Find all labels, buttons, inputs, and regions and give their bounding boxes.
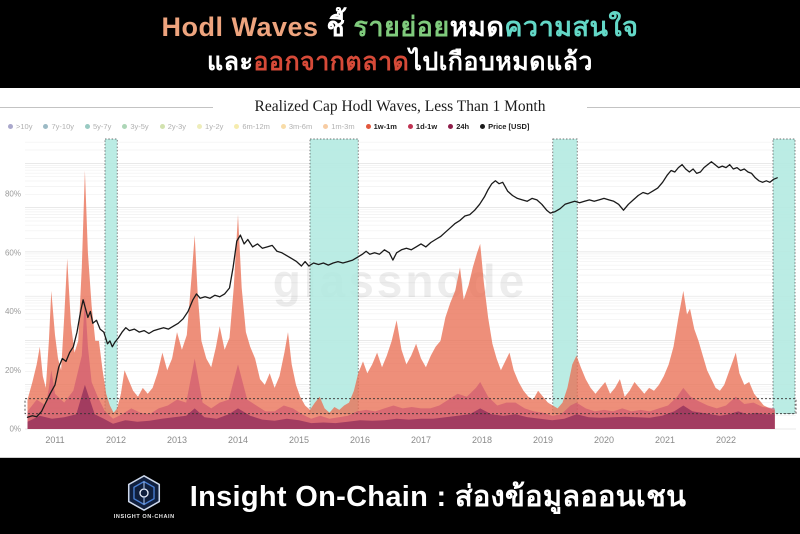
- legend-item: Price [USD]: [480, 122, 529, 131]
- legend-item: 6m-12m: [234, 122, 270, 131]
- chart-legend: >10y 7y-10y 5y-7y 3y-5y 2y-3y 1y-2y 6m-12m 3m-6…: [8, 119, 800, 134]
- svg-text:20%: 20%: [5, 366, 21, 375]
- banner-line-2: และออกจากตลาดไปเกือบหมดแล้ว: [207, 47, 593, 77]
- banner-text-segment: หมด: [449, 12, 505, 43]
- insight-onchain-logo: INSIGHT ON-CHAIN: [114, 473, 175, 520]
- legend-label: 1m-3m: [331, 122, 355, 131]
- title-divider-right: [587, 106, 800, 108]
- footer-tagline: ส่องข้อมูลออนเชน: [454, 481, 687, 513]
- legend-dot-icon: [159, 124, 165, 129]
- legend-item: 7y-10y: [43, 122, 74, 131]
- legend-item: 3y-5y: [122, 122, 149, 131]
- svg-text:2020: 2020: [594, 435, 614, 445]
- title-divider-left: [0, 106, 213, 108]
- banner-text-segment: รายย่อย: [353, 12, 450, 43]
- legend-dot-icon: [43, 124, 49, 129]
- legend-dot-icon: [365, 124, 371, 129]
- svg-text:2022: 2022: [716, 435, 736, 445]
- legend-dot-icon: [234, 124, 240, 129]
- legend-item: 1m-3m: [323, 122, 355, 131]
- banner-text-segment: และ: [207, 47, 254, 76]
- legend-dot-icon: [85, 124, 90, 129]
- legend-label: 5y-7y: [93, 122, 112, 131]
- footer-separator: :: [436, 481, 447, 513]
- footer-brand: Insight On-Chain: [189, 481, 429, 513]
- legend-dot-icon: [280, 124, 286, 129]
- banner-text-segment: ไปเกือบหมดแล้ว: [409, 47, 593, 76]
- chart-card: Realized Cap Hodl Waves, Less Than 1 Mon…: [0, 88, 800, 458]
- legend-label: 1y-2y: [205, 122, 224, 131]
- legend-item: >10y: [8, 122, 32, 131]
- legend-item: 24h: [448, 122, 469, 131]
- legend-label: Price [USD]: [488, 122, 530, 131]
- legend-item: 2y-3y: [159, 122, 187, 131]
- svg-text:2016: 2016: [350, 435, 370, 445]
- svg-text:2012: 2012: [106, 435, 126, 445]
- svg-text:2021: 2021: [655, 435, 675, 445]
- legend-dot-icon: [8, 124, 13, 129]
- svg-text:2018: 2018: [472, 435, 492, 445]
- legend-label: >10y: [16, 122, 33, 131]
- footer-brand-text: Insight On-Chain : ส่องข้อมูลออนเชน: [190, 473, 686, 519]
- footer-banner: INSIGHT ON-CHAIN Insight On-Chain : ส่อง…: [0, 458, 800, 534]
- legend-dot-icon: [197, 124, 203, 129]
- svg-text:2017: 2017: [411, 435, 431, 445]
- banner-text-segment: ความสนใจ: [504, 12, 639, 43]
- legend-label: 2y-3y: [167, 122, 187, 131]
- legend-dot-icon: [480, 124, 486, 129]
- legend-label: 1d-1w: [415, 122, 438, 131]
- legend-item: 5y-7y: [85, 122, 111, 131]
- legend-dot-icon: [448, 124, 454, 129]
- svg-text:0%: 0%: [9, 425, 21, 434]
- legend-label: 24h: [456, 122, 470, 131]
- legend-item: 1y-2y: [197, 122, 223, 131]
- legend-label: 3y-5y: [130, 122, 149, 131]
- svg-text:2019: 2019: [533, 435, 553, 445]
- svg-text:40%: 40%: [5, 307, 21, 316]
- hexagon-chain-icon: [128, 474, 161, 511]
- svg-text:2015: 2015: [289, 435, 309, 445]
- legend-dot-icon: [122, 124, 128, 129]
- legend-item: 1d-1w: [407, 122, 438, 131]
- legend-dot-icon: [323, 124, 329, 129]
- chart-title-row: Realized Cap Hodl Waves, Less Than 1 Mon…: [0, 88, 800, 119]
- banner-text-segment: Hodl Waves: [161, 12, 327, 43]
- title-banner: Hodl Waves ชี้ รายย่อยหมดความสนใจ และออก…: [0, 0, 800, 88]
- chart-title: Realized Cap Hodl Waves, Less Than 1 Mon…: [254, 98, 546, 115]
- svg-text:60%: 60%: [5, 248, 21, 257]
- banner-line-1: Hodl Waves ชี้ รายย่อยหมดความสนใจ: [162, 11, 639, 45]
- svg-text:2014: 2014: [228, 435, 248, 445]
- svg-text:2013: 2013: [167, 435, 187, 445]
- legend-label: 3m-6m: [288, 122, 313, 131]
- legend-dot-icon: [407, 124, 413, 129]
- legend-label: 6m-12m: [242, 122, 270, 131]
- svg-text:2011: 2011: [45, 435, 64, 445]
- legend-item: 3m-6m: [280, 122, 313, 131]
- banner-text-segment: ชี้: [326, 12, 354, 43]
- legend-item: 1w-1m: [365, 122, 397, 131]
- legend-label: 1w-1m: [373, 122, 397, 131]
- svg-text:80%: 80%: [5, 190, 21, 199]
- banner-text-segment: ออกจากตลาด: [253, 47, 410, 76]
- legend-label: 7y-10y: [51, 122, 74, 131]
- logo-caption: INSIGHT ON-CHAIN: [113, 513, 175, 520]
